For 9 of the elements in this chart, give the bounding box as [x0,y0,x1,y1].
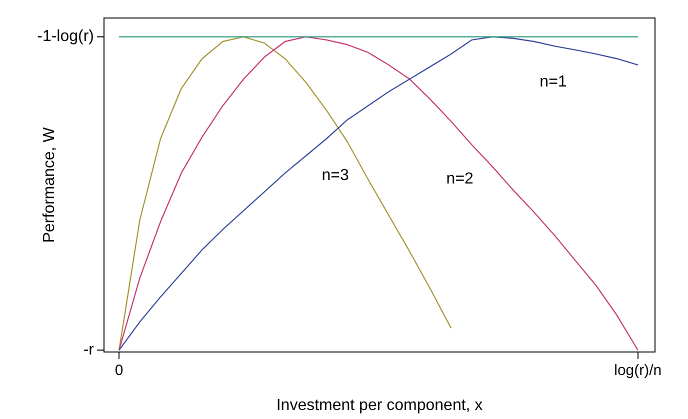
series-label: n=3 [322,167,350,184]
x-axis-title: Investment per component, x [276,396,483,414]
y-axis-title: Performance, W [41,126,58,243]
text: -1-log(r) [37,28,94,46]
x-tick-label: 0 [114,362,124,380]
series-label: n=1 [540,73,567,90]
text: -r [83,342,95,359]
x-tick-label: log(r)/n [614,362,662,380]
series-label: n=2 [446,170,474,188]
